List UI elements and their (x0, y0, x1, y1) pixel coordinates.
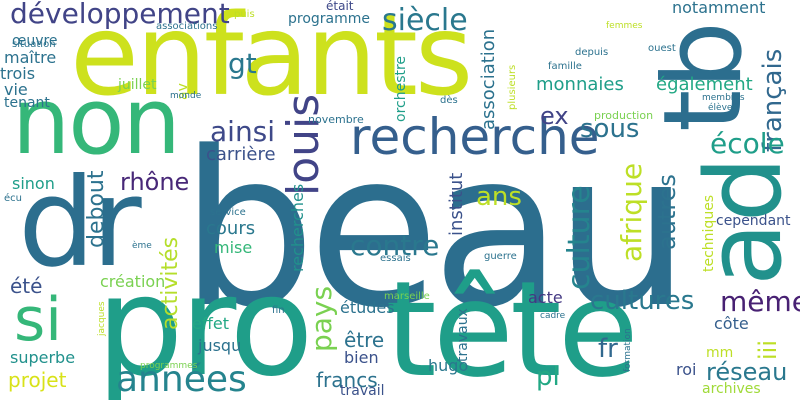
cloud-word-louis: louis (278, 93, 329, 196)
cloud-word-enfants: enfants (70, 0, 473, 121)
cloud-word-archives: archives (702, 381, 761, 397)
cloud-word-reseau: réseau (706, 358, 788, 386)
cloud-word-siecle: siècle (382, 3, 468, 38)
cloud-word-bien: bien (344, 348, 379, 367)
cloud-word-oeuvre: œuvre (12, 33, 58, 49)
cloud-word-jacques: jacques (97, 301, 107, 336)
cloud-word-creation: création (100, 272, 166, 291)
cloud-word-debout: debout (84, 170, 109, 249)
cloud-word-vie: vie (4, 80, 28, 99)
cloud-word-monde: monde (170, 91, 202, 101)
cloud-word-ans: ans (476, 182, 522, 212)
cloud-word-recherche: recherche (350, 108, 600, 166)
cloud-word-non: non (12, 68, 181, 175)
cloud-word-production: production (594, 109, 654, 122)
cloud-word-mm: mm (706, 345, 734, 361)
cloud-word-annees: années (116, 359, 247, 400)
cloud-word-association: association (478, 28, 499, 130)
cloud-word-superbe: superbe (10, 348, 76, 367)
cloud-word-iii: iii (754, 339, 782, 360)
cloud-word-situation: situation (12, 39, 56, 50)
cloud-word-formation: formation (623, 328, 633, 372)
cloud-word-ex: ex (540, 102, 569, 130)
cloud-word-cultures: cultures (590, 286, 695, 316)
cloud-word-dr: dr (18, 152, 142, 294)
cloud-word-cependant: cependant (716, 213, 791, 229)
cloud-word-programme: programme (288, 11, 371, 27)
cloud-word-ecole: école (710, 127, 785, 160)
cloud-word-tete: tête (385, 253, 639, 400)
cloud-word-egalement: également (656, 74, 753, 95)
cloud-word-recherches: recherches (288, 183, 307, 272)
cloud-word-hugo: hugo (428, 356, 469, 375)
cloud-word-etre: être (344, 328, 385, 352)
cloud-word-cours: cours (206, 218, 256, 239)
cloud-word-meme: même (720, 285, 800, 318)
cloud-word-puis: puis (234, 9, 255, 20)
cloud-word-autres: autres (653, 174, 681, 250)
cloud-word-beau: beau (180, 106, 690, 355)
cloud-word-institut: institut (446, 172, 467, 236)
cloud-word-travaux: travaux (455, 308, 471, 362)
cloud-word-orchestre: orchestre (393, 55, 409, 122)
cloud-word-rhone: rhône (120, 168, 190, 196)
cloud-word-francs: francs (316, 368, 378, 392)
cloud-word-trois: trois (0, 64, 36, 83)
cloud-word-depuis: depuis (575, 47, 609, 58)
cloud-word-acte: acte (528, 288, 563, 307)
cloud-word-cadre: cadre (540, 311, 566, 321)
cloud-word-juillet: juillet (118, 77, 157, 93)
cloud-word-sinon: sinon (12, 174, 55, 193)
cloud-word-pays: pays (305, 285, 338, 352)
cloud-word-carriere: carrière (206, 144, 276, 165)
cloud-word-notamment: notamment (672, 0, 766, 17)
cloud-word-roi: roi (676, 360, 697, 379)
cloud-word-novembre: novembre (308, 113, 364, 126)
cloud-word-contre: contre (350, 229, 440, 262)
cloud-word-eleves: élèves (708, 103, 738, 113)
cloud-word-fr: fr (598, 334, 618, 364)
cloud-word-guerre: guerre (484, 251, 517, 262)
cloud-word-programmes: programmes (140, 361, 198, 371)
cloud-word-ecu: écu (4, 193, 22, 204)
cloud-word-femmes: femmes (606, 21, 643, 31)
cloud-word-afrique: afrique (615, 162, 648, 262)
cloud-word-fin: fin (272, 305, 285, 316)
cloud-word-projet: projet (8, 368, 67, 392)
cloud-word-travail: travail (340, 383, 385, 399)
cloud-word-cote: côte (714, 314, 749, 333)
cloud-word-des: dès (440, 95, 458, 106)
cloud-word-ete: été (10, 274, 43, 298)
cloud-word-ainsi: ainsi (210, 115, 276, 148)
cloud-word-culture: culture (562, 185, 597, 290)
cloud-word-jusqu: jusqu (198, 336, 242, 355)
cloud-word-etait: était (326, 0, 354, 13)
cloud-word-plusieurs: plusieurs (507, 64, 518, 110)
cloud-word-pro: pro (96, 246, 314, 400)
cloud-word-essais: essais (380, 253, 411, 264)
cloud-word-famille: famille (548, 61, 582, 72)
cloud-word-effet: effet (192, 314, 229, 333)
cloud-word-si: si (14, 285, 62, 355)
cloud-word-eme: ème (132, 241, 152, 251)
cloud-word-ouest: ouest (648, 43, 676, 54)
cloud-word-associations: associations (156, 21, 218, 32)
cloud-word-developpement: développement (10, 0, 230, 30)
cloud-word-mise: mise (214, 238, 253, 257)
cloud-word-maitre: maître (4, 48, 57, 67)
cloud-word-monnaies: monnaies (536, 74, 624, 95)
cloud-word-pl: pl (536, 362, 560, 392)
cloud-word-marseille: marseille (384, 291, 430, 302)
cloud-word-service: service (210, 207, 246, 218)
cloud-word-techniques: techniques (701, 194, 717, 272)
cloud-word-membres: membres (702, 93, 745, 103)
cloud-word-tenant: tenant (4, 95, 50, 111)
cloud-word-etudes: études (340, 298, 395, 317)
cloud-word-gt: gt (228, 47, 257, 80)
cloud-word-sous: sous (580, 114, 640, 144)
